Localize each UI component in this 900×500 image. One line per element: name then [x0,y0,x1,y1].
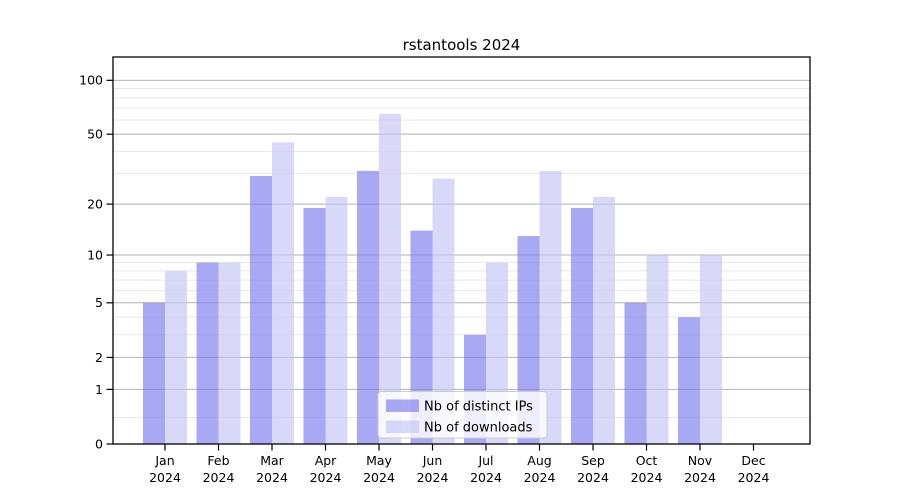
x-tick-label-year: 2024 [577,470,609,485]
bar-downloads-apr [325,196,348,444]
bar-downloads-may [379,113,401,444]
legend-box [377,391,548,439]
bar-ips-sep [571,207,593,444]
legend-label-distinct-ips: Nb of distinct IPs [424,400,533,415]
x-tick-label-year: 2024 [470,470,502,485]
x-tick-label-month: Jul [477,453,493,468]
y-tick-labels: 0 1 2 5 10 20 50 100 [79,73,103,452]
x-tick-label-month: Jun [422,453,443,468]
x-tick-label-month: Apr [315,453,337,468]
x-tick-label-year: 2024 [203,470,235,485]
x-tick-label-month: Dec [741,453,765,468]
y-tick-label: 50 [87,127,103,142]
x-tick-label-year: 2024 [631,470,663,485]
chart-title: rstantools 2024 [403,36,521,54]
y-tick-label: 5 [95,295,103,310]
x-tick-label-year: 2024 [310,470,342,485]
y-tick-label: 10 [87,247,103,262]
bar-ips-jan [143,302,165,444]
y-tick-label: 100 [79,73,103,88]
x-tick-label-year: 2024 [524,470,556,485]
legend-swatch-downloads [386,420,419,433]
x-tick-label-year: 2024 [684,470,716,485]
x-tick-label-year: 2024 [417,470,449,485]
x-tick-label-year: 2024 [738,470,770,485]
x-tick-label-year: 2024 [363,470,395,485]
bar-downloads-jan [165,270,187,444]
bar-ips-may [357,170,379,444]
bar-downloads-feb [218,262,241,444]
x-tick-label-month: Nov [688,453,713,468]
x-tick-label-year: 2024 [149,470,181,485]
bar-ips-feb [196,262,219,444]
x-tick-label-month: Feb [207,453,229,468]
y-tick-label: 1 [95,382,103,397]
y-tick-label: 20 [87,196,103,211]
x-tick-label-month: Aug [527,453,551,468]
bar-ips-oct [624,302,647,444]
x-tick-labels: Jan 2024 Feb 2024 Mar 2024 Apr 2024 May 2024 Jun 20… [149,453,769,485]
x-tick-label-month: Mar [260,453,284,468]
axis-tick-marks [106,79,755,451]
bar-downloads-oct [646,255,669,444]
bar-downloads-mar [272,142,294,444]
y-tick-label: 2 [95,350,103,365]
legend-label-downloads: Nb of downloads [424,421,533,436]
bar-ips-apr [303,207,326,444]
bar-downloads-jun [432,178,455,444]
legend: Nb of distinct IPs Nb of downloads [377,391,548,439]
bar-downloads-aug [539,170,562,444]
x-tick-label-month: May [366,453,392,468]
x-tick-label-month: Oct [636,453,658,468]
bar-series [143,113,722,444]
x-tick-label-month: Sep [581,453,605,468]
legend-swatch-distinct-ips [386,399,419,412]
bar-ips-jun [410,230,433,444]
bar-downloads-sep [593,196,615,444]
bar-ips-mar [250,175,272,444]
bar-downloads-nov [700,255,722,444]
y-tick-label: 0 [95,436,103,451]
x-tick-label-month: Jan [154,453,174,468]
x-tick-label-year: 2024 [256,470,288,485]
bar-ips-nov [678,317,700,444]
plot-frame [112,56,811,445]
